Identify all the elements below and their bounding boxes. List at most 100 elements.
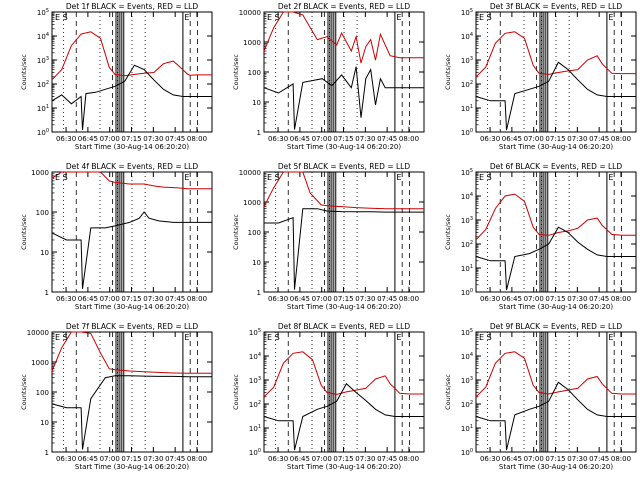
corner-label-right: E <box>184 173 189 182</box>
corner-label-left: E S <box>55 333 68 342</box>
x-tick-label: 07:45 <box>377 455 397 463</box>
x-tick-label: 07:15 <box>121 135 141 143</box>
x-tick-label: 06:45 <box>78 295 98 303</box>
x-axis-label: Start Time (30-Aug-14 06:20:20) <box>499 303 613 311</box>
chart-title: Det 6f BLACK = Events, RED = LLD <box>490 162 623 171</box>
y-tick-label: 101 <box>461 264 473 273</box>
y-tick-label: 100 <box>461 128 473 137</box>
y-tick-label: 102 <box>461 240 473 249</box>
y-tick-label: 103 <box>461 376 473 385</box>
x-tick-label: 07:30 <box>143 455 163 463</box>
x-tick-label: 06:30 <box>268 455 288 463</box>
x-axis-label: Start Time (30-Aug-14 06:20:20) <box>287 143 401 151</box>
chart-panel-4: 1 10 100 1000 06:30 06:45 07:00 07:15 07:30 07:45… <box>20 162 213 311</box>
lld-series-line <box>475 351 636 398</box>
y-tick-label: 10 <box>252 99 261 107</box>
y-tick-label: 10000 <box>239 169 261 177</box>
x-tick-label: 06:45 <box>290 295 310 303</box>
x-tick-label: 08:00 <box>611 135 631 143</box>
events-series-line <box>263 382 424 451</box>
lld-series-line <box>51 331 212 374</box>
y-tick-label: 10 <box>40 419 49 427</box>
y-tick-label: 102 <box>461 400 473 409</box>
x-tick-label: 07:45 <box>589 295 609 303</box>
y-axis-label: Counts/sec <box>20 54 28 90</box>
corner-label-right: E <box>608 173 613 182</box>
y-tick-label: 1000 <box>243 199 261 207</box>
events-series-line <box>475 381 636 451</box>
y-tick-label: 101 <box>461 104 473 113</box>
x-tick-label: 06:45 <box>502 135 522 143</box>
y-tick-label: 10000 <box>27 329 49 337</box>
chart-title: Det 2f BLACK = Events, RED = LLD <box>278 2 411 11</box>
corner-label-left: E S <box>479 333 492 342</box>
x-tick-label: 06:45 <box>502 295 522 303</box>
y-tick-label: 100 <box>249 448 261 457</box>
x-tick-label: 07:45 <box>165 135 185 143</box>
y-tick-label: 104 <box>461 352 473 361</box>
y-tick-label: 100 <box>461 288 473 297</box>
corner-label-right: E <box>184 13 189 22</box>
y-tick-label: 100 <box>36 209 49 217</box>
x-tick-label: 06:45 <box>78 455 98 463</box>
events-series-line <box>263 66 424 130</box>
x-tick-label: 06:30 <box>56 455 76 463</box>
x-axis-label: Start Time (30-Aug-14 06:20:20) <box>75 143 189 151</box>
x-tick-label: 08:00 <box>187 295 207 303</box>
y-tick-label: 10 <box>40 249 49 257</box>
x-tick-label: 06:45 <box>502 455 522 463</box>
corner-label-left: E S <box>267 13 280 22</box>
x-tick-label: 07:00 <box>100 135 120 143</box>
x-tick-label: 07:15 <box>545 455 565 463</box>
x-axis-label: Start Time (30-Aug-14 06:20:20) <box>75 463 189 471</box>
y-tick-label: 1 <box>45 289 49 297</box>
x-tick-label: 07:30 <box>567 295 587 303</box>
corner-label-right: E <box>608 13 613 22</box>
y-axis-label: Counts/sec <box>232 214 240 250</box>
y-tick-label: 105 <box>461 328 473 337</box>
events-series-line <box>475 226 636 291</box>
corner-label-left: E S <box>55 173 68 182</box>
y-tick-label: 103 <box>249 376 261 385</box>
x-tick-label: 06:45 <box>290 455 310 463</box>
x-tick-label: 07:30 <box>355 295 375 303</box>
chart-title: Det 9f BLACK = Events, RED = LLD <box>490 322 623 331</box>
x-tick-label: 06:30 <box>268 135 288 143</box>
corner-label-right: E <box>396 13 401 22</box>
x-tick-label: 07:45 <box>165 455 185 463</box>
y-tick-label: 1 <box>257 129 261 137</box>
y-tick-label: 105 <box>461 168 473 177</box>
x-tick-label: 06:30 <box>480 455 500 463</box>
y-axis-label: Counts/sec <box>20 374 28 410</box>
x-axis-label: Start Time (30-Aug-14 06:20:20) <box>499 143 613 151</box>
x-tick-label: 07:00 <box>100 455 120 463</box>
x-tick-label: 06:30 <box>56 135 76 143</box>
chart-panel-5: 1 10 100 1000 10000 06:30 06:45 07:00 07:15 07:30… <box>232 162 425 311</box>
corner-label-left: E S <box>267 173 280 182</box>
lld-series-line <box>51 171 212 190</box>
y-tick-label: 1 <box>257 289 261 297</box>
y-axis-label: Counts/sec <box>232 54 240 90</box>
y-tick-label: 102 <box>249 400 261 409</box>
y-axis-label: Counts/sec <box>444 214 452 250</box>
x-tick-label: 07:15 <box>333 455 353 463</box>
lld-series-line <box>51 31 212 81</box>
y-tick-label: 100 <box>248 69 261 77</box>
x-tick-label: 07:00 <box>312 295 332 303</box>
corner-label-left: E S <box>479 173 492 182</box>
x-tick-label: 07:30 <box>355 135 375 143</box>
x-tick-label: 08:00 <box>399 135 419 143</box>
x-tick-label: 06:30 <box>480 135 500 143</box>
chart-panel-7: 1 10 100 1000 10000 06:30 06:45 07:00 07:15 07:30… <box>20 322 213 471</box>
corner-label-left: E S <box>55 13 68 22</box>
corner-label-right: E <box>608 333 613 342</box>
x-tick-label: 07:30 <box>567 455 587 463</box>
corner-label-right: E <box>184 333 189 342</box>
x-tick-label: 06:45 <box>290 135 310 143</box>
events-series-line <box>264 208 424 290</box>
x-tick-label: 07:15 <box>121 295 141 303</box>
y-tick-label: 100 <box>248 229 261 237</box>
